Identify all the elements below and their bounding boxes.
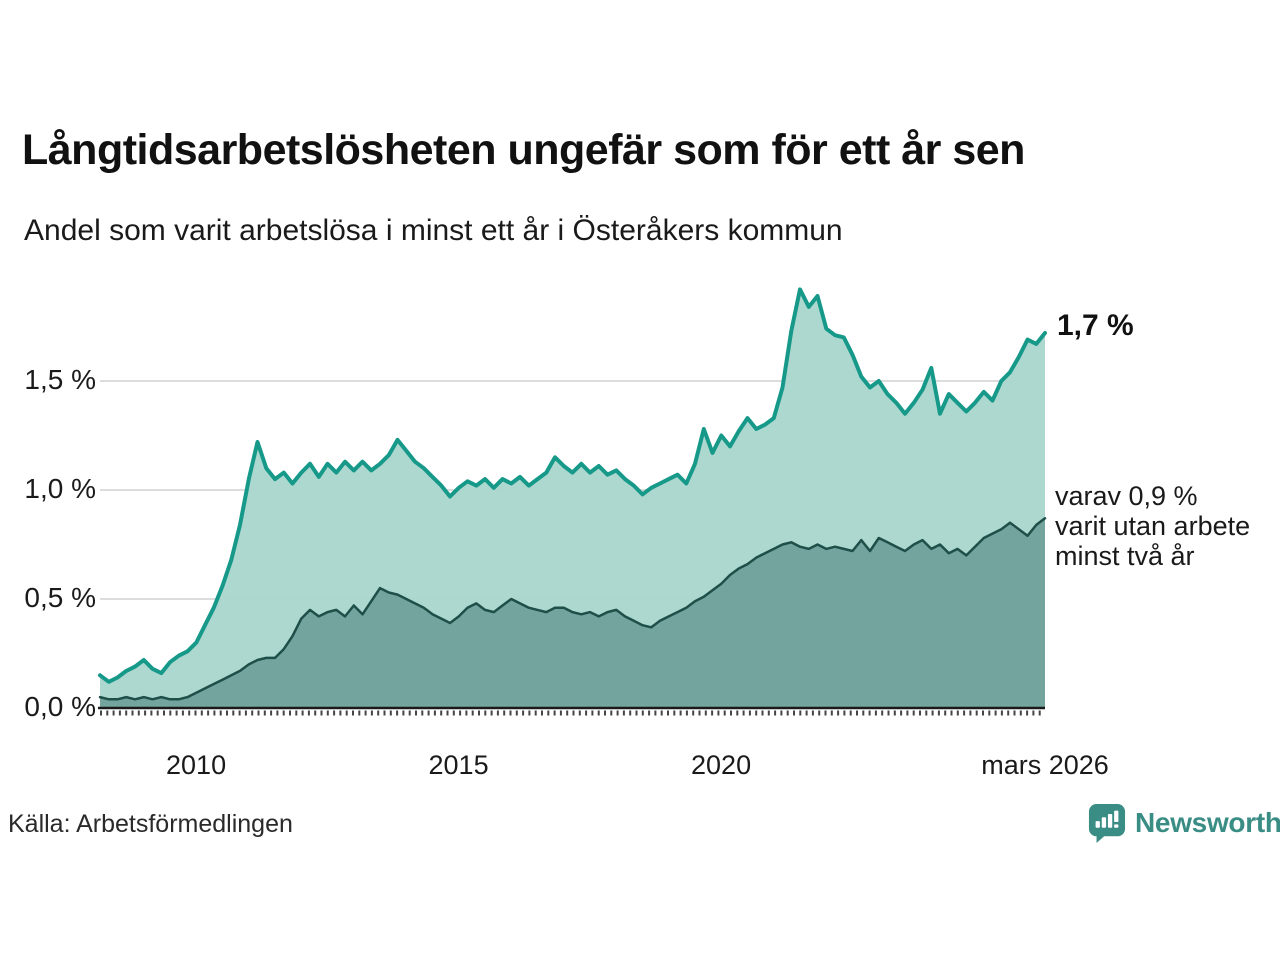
logo-speech-bubble bbox=[1088, 804, 1126, 843]
series-line-1 bbox=[98, 517, 1047, 701]
series-line-0 bbox=[98, 287, 1047, 684]
x-axis-tick-label: mars 2026 bbox=[981, 750, 1109, 780]
chart-title: Långtidsarbetslösheten ungefär som för e… bbox=[22, 126, 1025, 174]
y-axis-tick-label: 0,5 % bbox=[24, 582, 96, 613]
y-axis-tick-label: 1,5 % bbox=[24, 364, 96, 395]
latest-value-annotation: 1,7 % bbox=[1057, 309, 1134, 342]
source-attribution: Källa: Arbetsförmedlingen bbox=[8, 810, 293, 838]
y-axis-tick-label: 0,0 % bbox=[24, 691, 96, 722]
sub-series-annotation-line3: minst två år bbox=[1055, 541, 1195, 571]
sub-series-annotation-line2: varit utan arbete bbox=[1055, 511, 1251, 541]
y-axis-tick-label: 1,0 % bbox=[24, 473, 96, 504]
sub-series-annotation: varav 0,9 % varit utan arbete minst två … bbox=[1055, 481, 1250, 571]
sub-series-annotation-line1: varav 0,9 % bbox=[1055, 481, 1198, 511]
x-axis-tick-label: 2020 bbox=[691, 750, 752, 780]
logo-bar-chart-glyph bbox=[1095, 810, 1119, 828]
x-axis-tick-label: 2015 bbox=[428, 750, 489, 780]
newsworthy-logo: Newsworthy bbox=[1088, 803, 1280, 843]
chart-subtitle: Andel som varit arbetslösa i minst ett å… bbox=[24, 214, 843, 247]
newsworthy-logo-text: Newsworthy bbox=[1135, 807, 1280, 838]
newsworthy-logo-icon bbox=[1088, 804, 1126, 843]
x-axis-tick-label: 2010 bbox=[166, 750, 227, 780]
